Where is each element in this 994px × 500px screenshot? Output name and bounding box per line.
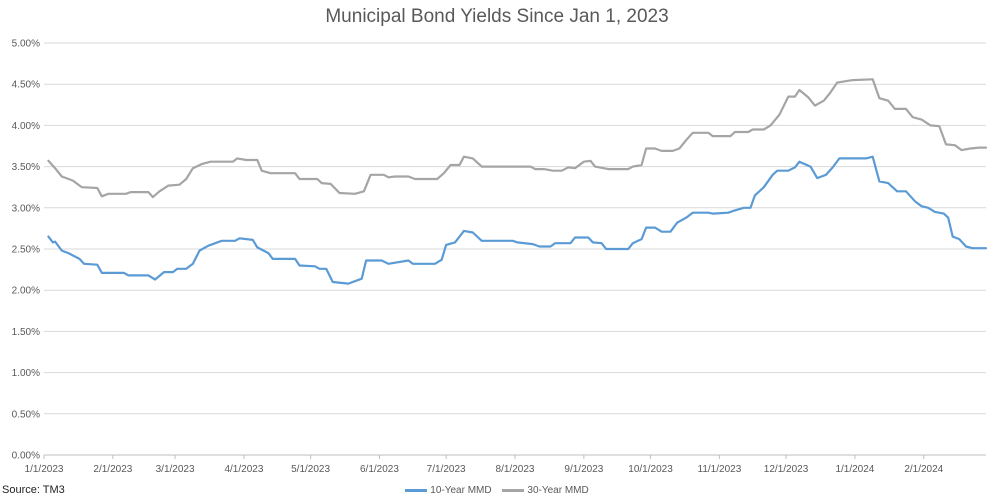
y-tick-label: 5.00% (12, 39, 40, 50)
y-tick-label: 1.50% (12, 327, 40, 338)
y-tick-label: 0.00% (12, 451, 40, 462)
y-tick-label: 2.00% (12, 286, 40, 297)
legend-label-10-year: 10-Year MMD (430, 485, 492, 496)
x-tick-label: 1/1/2023 (25, 464, 64, 475)
axes: 0.00% 0.50% 1.00% 1.50% 2.00% 2.50% 3.00% 3.50%… (12, 39, 986, 475)
series-line-10-year-mmd (47, 155, 988, 285)
y-tick-label: 4.50% (12, 80, 40, 91)
x-tick-label: 7/1/2023 (427, 464, 466, 475)
legend-swatch-30-year (502, 488, 525, 492)
source-note: Source: TM3 (2, 484, 65, 496)
x-tick-label: 9/1/2023 (564, 464, 603, 475)
x-tick-label: 11/1/2023 (698, 464, 742, 475)
x-tick-label: 5/1/2023 (291, 464, 330, 475)
y-tick-label: 3.50% (12, 162, 40, 173)
x-tick-label: 12/1/2023 (764, 464, 809, 475)
x-tick-label: 10/1/2023 (628, 464, 673, 475)
legend-swatch-10-year (405, 488, 428, 492)
y-tick-label: 3.00% (12, 203, 40, 214)
legend-label-30-year: 30-Year MMD (527, 485, 589, 496)
x-tick-label: 8/1/2023 (496, 464, 535, 475)
y-tick-label: 0.50% (12, 409, 40, 420)
series-line-30-year-mmd (47, 78, 988, 199)
grid-lines (44, 42, 986, 456)
series-lines (47, 78, 988, 285)
y-tick-label: 4.00% (12, 121, 40, 132)
x-tick-label: 6/1/2023 (360, 464, 399, 475)
x-tick-label: 4/1/2023 (224, 464, 263, 475)
x-tick-label: 2/1/2024 (904, 464, 943, 475)
legend-item-10-year: 10-Year MMD (405, 485, 492, 496)
y-tick-label: 2.50% (12, 245, 40, 256)
y-tick-label: 1.00% (12, 368, 40, 379)
x-tick-label: 2/1/2023 (93, 464, 132, 475)
legend-item-30-year: 30-Year MMD (502, 485, 589, 496)
legend: 10-Year MMD 30-Year MMD (0, 485, 994, 496)
x-tick-label: 1/1/2024 (835, 464, 874, 475)
x-tick-label: 3/1/2023 (156, 464, 195, 475)
chart-title: Municipal Bond Yields Since Jan 1, 2023 (325, 6, 669, 27)
